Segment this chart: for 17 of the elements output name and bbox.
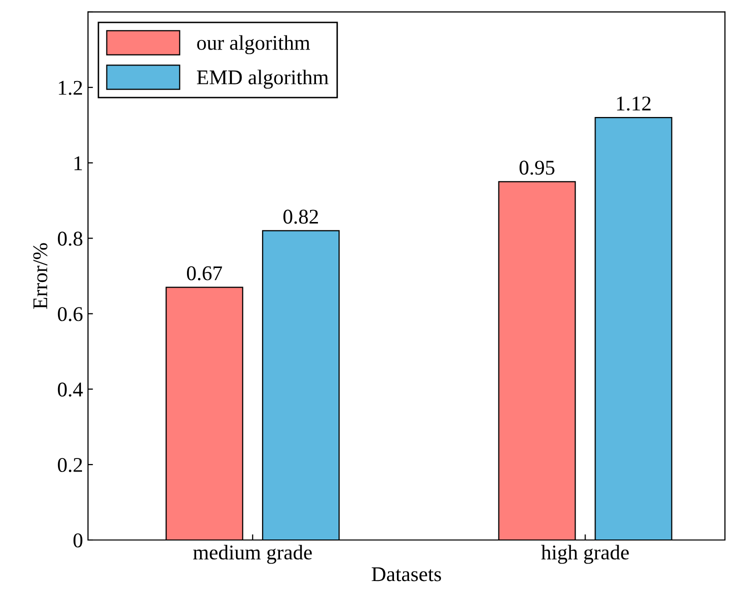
data-label: 0.95 — [520, 160, 554, 175]
legend-label: our algorithm — [197, 35, 310, 54]
y-axis-title: Error/% — [33, 243, 48, 309]
x-tick-label: medium grade — [193, 544, 312, 564]
data-label: 0.82 — [283, 210, 318, 224]
y-tick-label: 0.8 — [58, 232, 82, 246]
y-tick-label: 0.6 — [58, 307, 83, 322]
y-tick-label: 0.4 — [58, 382, 83, 397]
legend-label: EMD algorithm — [196, 70, 329, 89]
y-tick-label: 1.2 — [58, 80, 82, 95]
data-label: 1.12 — [617, 96, 651, 111]
data-label: 0.67 — [186, 266, 222, 280]
y-tick-label: 1 — [74, 156, 82, 170]
y-tick-label: 0 — [74, 533, 82, 548]
y-tick-label: 0.2 — [58, 458, 82, 472]
x-axis-title: Datasets — [372, 567, 441, 582]
x-tick-label: high grade — [541, 544, 629, 564]
